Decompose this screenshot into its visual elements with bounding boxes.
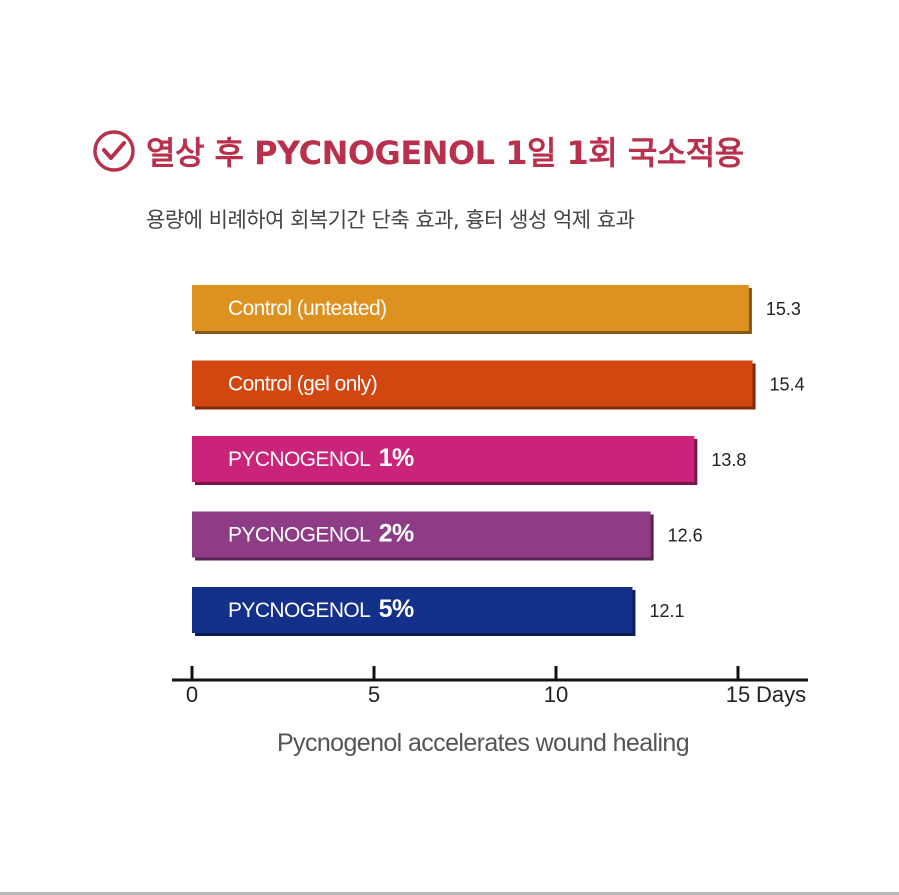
- bar-value-label: 12.6: [668, 526, 703, 546]
- page-subtitle: 용량에 비례하여 회복기간 단축 효과, 흉터 생성 억제 효과: [146, 208, 635, 232]
- bar-value-label: 13.8: [711, 450, 746, 470]
- bar: [192, 587, 633, 633]
- bar: [192, 436, 695, 482]
- bar-category-label: PYCNOGENOL 1%: [228, 444, 414, 472]
- bar: [192, 285, 749, 331]
- bar-category-label: Control (gel only): [228, 373, 377, 396]
- x-tick-label: 15: [726, 682, 750, 707]
- footer-divider: [0, 892, 899, 895]
- healing-days-bar-chart: Control (unteated) 15.3 Control (gel only)…: [172, 285, 808, 707]
- bar-value-label: 15.4: [770, 375, 805, 395]
- bar-category-label: PYCNOGENOL 5%: [228, 595, 414, 623]
- chart-caption: Pycnogenol accelerates wound healing: [276, 729, 690, 757]
- bar-category-label: PYCNOGENOL 2%: [228, 520, 414, 548]
- bar: [192, 360, 753, 407]
- x-tick-label: 0: [186, 682, 198, 707]
- check-circle-icon: [93, 130, 135, 172]
- x-tick-label: 5: [368, 682, 380, 707]
- page-title: 열상 후 PYCNOGENOL 1일 1회 국소적용: [146, 134, 744, 172]
- bar-value-label: 15.3: [766, 299, 801, 319]
- x-axis-label: Days: [756, 682, 806, 707]
- bar-category-label: Control (unteated): [228, 297, 386, 320]
- title-row: 열상 후 PYCNOGENOL 1일 1회 국소적용: [92, 128, 744, 174]
- bar: [192, 511, 651, 558]
- x-tick-label: 10: [544, 682, 568, 707]
- bar-value-label: 12.1: [649, 601, 684, 621]
